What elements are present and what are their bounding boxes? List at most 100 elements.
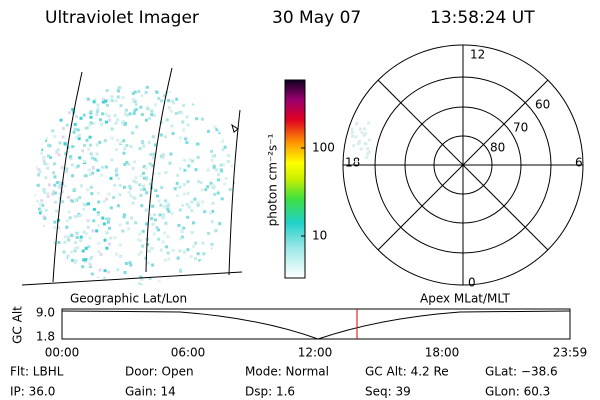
image-pixel <box>53 191 57 195</box>
image-pixel <box>215 128 219 132</box>
image-pixel <box>35 165 38 169</box>
image-pixel <box>233 80 236 83</box>
image-pixel <box>91 171 94 175</box>
image-pixel <box>51 86 55 90</box>
image-pixel <box>68 111 71 115</box>
image-pixel <box>228 188 232 192</box>
image-pixel <box>124 112 127 116</box>
image-pixel <box>119 141 122 145</box>
image-pixel <box>179 86 183 90</box>
image-pixel <box>62 89 66 93</box>
image-pixel <box>147 249 151 253</box>
image-pixel <box>244 182 247 185</box>
image-pixel <box>102 200 106 203</box>
image-pixel <box>97 250 101 254</box>
image-pixel <box>115 148 119 152</box>
image-pixel <box>79 184 83 188</box>
image-pixel <box>123 163 127 166</box>
image-pixel <box>133 90 137 94</box>
image-pixel <box>138 239 142 242</box>
image-pixel <box>65 257 68 261</box>
image-pixel <box>218 222 222 226</box>
image-pixel <box>57 226 61 230</box>
image-pixel <box>50 288 53 291</box>
image-pixel <box>95 110 99 114</box>
image-pixel <box>115 173 119 177</box>
image-pixel <box>154 189 158 193</box>
image-pixel <box>124 108 128 112</box>
image-pixel <box>159 133 163 137</box>
image-pixel <box>196 203 200 207</box>
image-pixel <box>239 284 242 287</box>
image-pixel <box>65 123 69 127</box>
image-pixel <box>149 153 153 156</box>
image-pixel <box>88 236 92 240</box>
image-pixel <box>30 218 33 221</box>
image-pixel <box>92 100 96 104</box>
image-pixel <box>169 152 173 156</box>
image-pixel <box>151 135 155 139</box>
polar-grid <box>342 44 584 286</box>
image-pixel <box>241 123 244 126</box>
image-pixel <box>179 237 183 241</box>
image-pixel <box>93 98 97 102</box>
image-pixel <box>82 113 86 117</box>
image-pixel <box>218 131 222 135</box>
image-pixel <box>151 164 155 168</box>
image-pixel <box>90 255 94 259</box>
image-pixel <box>106 103 109 107</box>
image-pixel <box>43 272 47 276</box>
image-pixel <box>35 193 36 197</box>
image-pixel <box>121 120 125 124</box>
image-pixel <box>53 99 57 103</box>
image-pixel <box>57 289 60 292</box>
image-pixel <box>31 252 34 255</box>
image-pixel <box>155 90 159 94</box>
image-pixel <box>93 157 97 161</box>
image-pixel <box>92 207 96 211</box>
image-pixel <box>188 87 192 91</box>
image-pixel <box>185 202 189 206</box>
image-pixel <box>189 95 193 99</box>
image-pixel <box>82 230 86 234</box>
image-pixel <box>74 259 78 263</box>
image-pixel <box>53 243 57 246</box>
image-pixel <box>84 246 88 250</box>
image-pixel <box>140 204 144 208</box>
image-pixel <box>218 102 222 106</box>
image-pixel <box>97 200 101 204</box>
image-pixel <box>209 181 213 185</box>
image-pixel <box>67 238 71 242</box>
image-pixel <box>167 209 171 213</box>
image-pixel <box>115 252 118 256</box>
image-pixel <box>362 133 366 137</box>
mlt-label: 18 <box>345 156 360 170</box>
image-pixel <box>35 102 39 106</box>
image-pixel <box>166 207 170 211</box>
image-pixel <box>225 225 229 229</box>
image-pixel <box>47 256 51 260</box>
image-pixel <box>197 180 200 183</box>
image-pixel <box>237 153 240 156</box>
image-pixel <box>367 138 371 142</box>
image-pixel <box>196 142 200 146</box>
image-pixel <box>138 232 142 236</box>
mlt-label: 6 <box>575 156 583 170</box>
image-pixel <box>40 274 44 278</box>
image-pixel <box>129 263 133 267</box>
image-pixel <box>88 135 92 139</box>
image-pixel <box>46 166 50 170</box>
image-pixel <box>120 85 123 86</box>
lat-label: 70 <box>513 121 528 135</box>
image-pixel <box>131 196 135 199</box>
timeline-x-tick: 12:00 <box>298 346 333 360</box>
image-pixel <box>163 94 167 98</box>
image-pixel <box>53 225 57 229</box>
image-pixel <box>233 227 235 230</box>
image-pixel <box>73 122 77 126</box>
image-pixel <box>92 219 96 223</box>
image-pixel <box>172 101 176 105</box>
image-pixel <box>52 190 56 194</box>
image-pixel <box>35 237 39 241</box>
